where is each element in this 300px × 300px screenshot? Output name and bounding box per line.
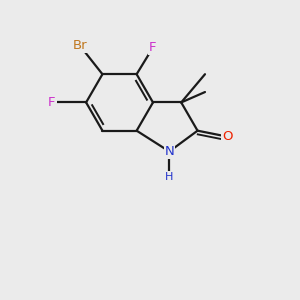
Text: O: O [222, 130, 232, 143]
Text: F: F [149, 41, 157, 54]
Text: N: N [164, 145, 174, 158]
Text: Br: Br [73, 40, 88, 52]
Text: H: H [165, 172, 173, 182]
Text: F: F [48, 96, 56, 109]
